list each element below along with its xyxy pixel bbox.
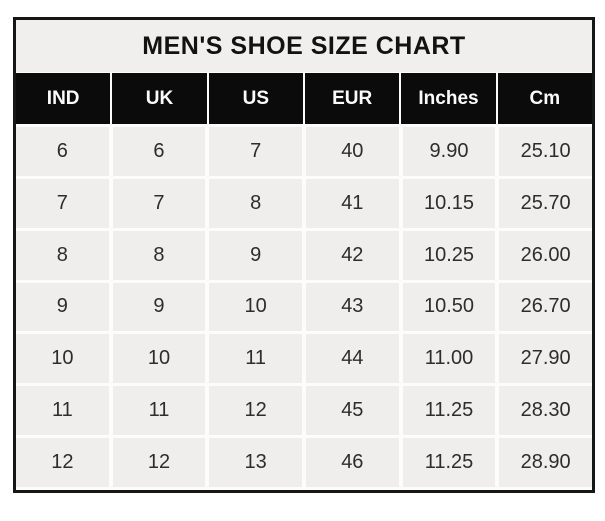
shoe-size-chart: MEN'S SHOE SIZE CHART IND UK US EUR Inches Cm…: [13, 17, 595, 493]
table-cell: 10: [209, 282, 302, 332]
column-header-eur: EUR: [305, 73, 400, 124]
table-cell: 25.70: [499, 178, 592, 228]
table-row: 6 6 7 40 9.90 25.10: [16, 127, 592, 176]
table-cell: 41: [305, 178, 399, 228]
table-cell: 28.30: [499, 386, 592, 436]
table-cell: 11.25: [402, 386, 496, 436]
table-body: 6 6 7 40 9.90 25.10 7 7 8 41 10.15 25.70 8 8 9 42 10.25 2…: [16, 127, 592, 490]
table-cell: 13: [209, 438, 302, 487]
column-header-us: US: [208, 73, 303, 124]
table-cell: 8: [16, 230, 109, 280]
table-cell: 6: [112, 127, 206, 176]
page-title: MEN'S SHOE SIZE CHART: [16, 20, 592, 72]
table-cell: 11: [112, 386, 206, 436]
table-cell: 9: [209, 230, 302, 280]
table-cell: 11.00: [402, 334, 496, 384]
table-cell: 11: [209, 334, 302, 384]
column-header-inches: Inches: [401, 73, 496, 124]
column-header-ind: IND: [16, 73, 111, 124]
table-row: 11 11 12 45 11.25 28.30: [16, 386, 592, 436]
column-header-uk: UK: [112, 73, 207, 124]
table-cell: 6: [16, 127, 109, 176]
table-cell: 10.25: [402, 230, 496, 280]
column-header-cm: Cm: [497, 73, 592, 124]
table-row: 12 12 13 46 11.25 28.90: [16, 438, 592, 487]
table-cell: 28.90: [499, 438, 592, 487]
table-cell: 10.50: [402, 282, 496, 332]
table-cell: 43: [305, 282, 399, 332]
table-cell: 44: [305, 334, 399, 384]
table-cell: 12: [209, 386, 302, 436]
table-cell: 9: [112, 282, 206, 332]
table-cell: 45: [305, 386, 399, 436]
table-header-row: IND UK US EUR Inches Cm: [16, 73, 592, 124]
table-cell: 10: [112, 334, 206, 384]
table-cell: 8: [209, 178, 302, 228]
table-cell: 27.90: [499, 334, 592, 384]
table-cell: 11: [16, 386, 109, 436]
table-cell: 46: [305, 438, 399, 487]
table-cell: 25.10: [499, 127, 592, 176]
table-cell: 12: [112, 438, 206, 487]
table-row: 8 8 9 42 10.25 26.00: [16, 230, 592, 280]
table-cell: 26.70: [499, 282, 592, 332]
table-cell: 9.90: [402, 127, 496, 176]
table-cell: 8: [112, 230, 206, 280]
table-cell: 42: [305, 230, 399, 280]
table-cell: 7: [209, 127, 302, 176]
table-row: 9 9 10 43 10.50 26.70: [16, 282, 592, 332]
table-cell: 10: [16, 334, 109, 384]
table-cell: 10.15: [402, 178, 496, 228]
table-row: 7 7 8 41 10.15 25.70: [16, 178, 592, 228]
table-cell: 7: [16, 178, 109, 228]
table-cell: 11.25: [402, 438, 496, 487]
table-cell: 9: [16, 282, 109, 332]
table-cell: 7: [112, 178, 206, 228]
table-cell: 40: [305, 127, 399, 176]
table-cell: 12: [16, 438, 109, 487]
table-row: 10 10 11 44 11.00 27.90: [16, 334, 592, 384]
table-cell: 26.00: [499, 230, 592, 280]
